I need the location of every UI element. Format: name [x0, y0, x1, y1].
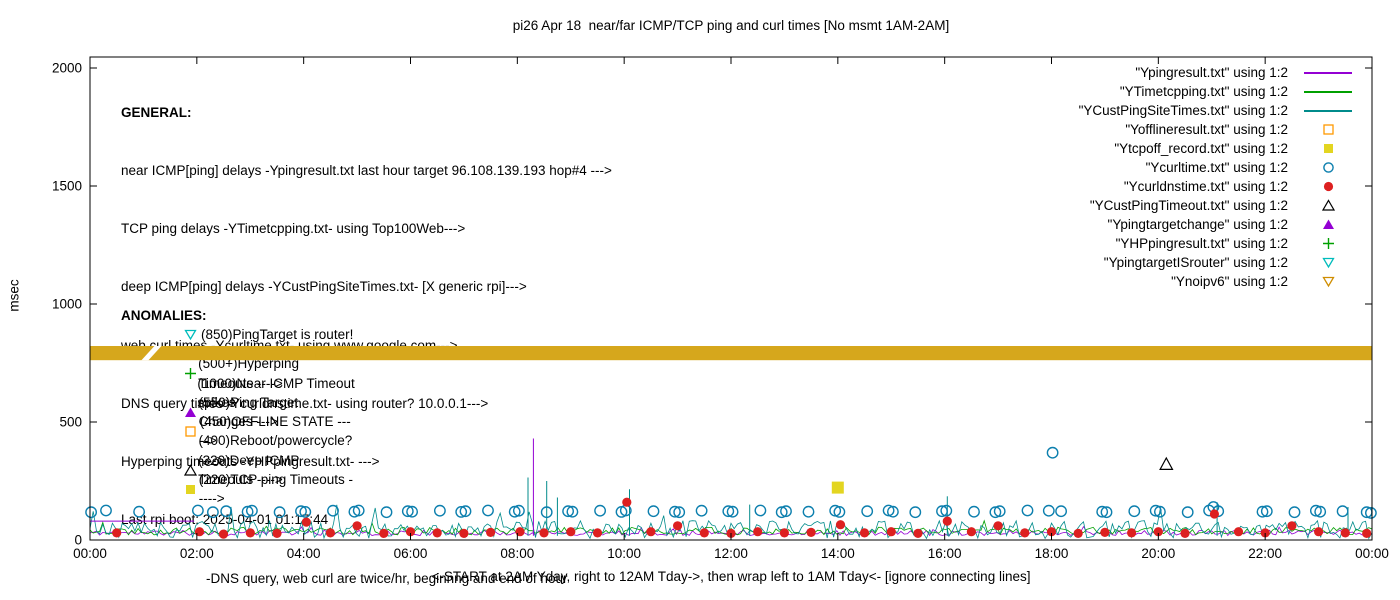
square-filled-icon: [1298, 142, 1358, 155]
legend-label: "Ypingtargetchange" using 1:2: [1107, 217, 1288, 232]
triangle-up-open-icon: [1298, 199, 1358, 212]
anomaly-item: (220)TCP ping Timeouts ----->: [184, 472, 355, 506]
triangle-up-filled-icon: [184, 406, 199, 419]
x-tick-label: 18:00: [1035, 546, 1069, 561]
triangle-down-icon: [184, 328, 201, 341]
triangle-down-open-icon: [1298, 256, 1358, 269]
legend-label: "YpingtargetISrouter" using 1:2: [1103, 255, 1288, 270]
triangle-down-open-icon: [1298, 275, 1358, 288]
square-filled-icon: [184, 483, 199, 496]
square-open-icon: [1298, 123, 1358, 136]
x-tick-label: 14:00: [821, 546, 855, 561]
points-YCustPingTimeout.txt: [1159, 456, 1174, 470]
line-sample-icon: [1298, 71, 1358, 74]
legend-entry: "Ycurldnstime.txt" using 1:2: [1079, 177, 1358, 196]
legend-label: "Yofflineresult.txt" using 1:2: [1125, 122, 1288, 137]
chart-title: pi26 Apr 18 near/far ICMP/TCP ping and c…: [512, 18, 950, 33]
general-line: -DNS query, web curl are twice/hr, begin…: [206, 570, 568, 586]
y-tick-label: 2000: [52, 61, 82, 76]
general-line: near ICMP[ping] delays -Ypingresult.txt …: [121, 163, 612, 179]
general-line: TCP ping delays -YTimetcpping.txt- using…: [121, 221, 466, 237]
x-tick-label: 22:00: [1248, 546, 1282, 561]
legend-label: "Ycurldnstime.txt" using 1:2: [1123, 179, 1288, 194]
legend-label: "YHPpingresult.txt" using 1:2: [1115, 236, 1288, 251]
legend-label: "YCustPingSiteTimes.txt" using 1:2: [1078, 103, 1288, 118]
legend: "Ypingresult.txt" using 1:2 "YTimetcppin…: [1079, 63, 1358, 291]
legend-entry: "YTimetcpping.txt" using 1:2: [1079, 82, 1358, 101]
circle-open-icon: [1298, 161, 1358, 174]
y-tick-label: 1500: [52, 179, 82, 194]
legend-entry: "Ycurltime.txt" using 1:2: [1079, 158, 1358, 177]
triangle-up-open-icon: [184, 463, 198, 477]
legend-label: "YCustPingTimeout.txt" using 1:2: [1089, 198, 1288, 213]
y-tick-label: 500: [59, 415, 82, 430]
legend-label: "Ycurltime.txt" using 1:2: [1145, 160, 1288, 175]
y-tick-label: 0: [74, 533, 82, 548]
plus-icon: [1298, 237, 1358, 250]
line-sample-icon: [1298, 109, 1358, 112]
legend-entry: "YHPpingresult.txt" using 1:2: [1079, 234, 1358, 253]
legend-label: "Ytcpoff_record.txt" using 1:2: [1114, 141, 1288, 156]
y-axis-label: msec: [6, 279, 22, 312]
x-tick-label: 20:00: [1141, 546, 1175, 561]
x-tick-label: 16:00: [928, 546, 962, 561]
circle-filled-icon: [1298, 180, 1358, 193]
legend-entry: "Ypingtargetchange" using 1:2: [1079, 215, 1358, 234]
x-tick-label: 00:00: [1355, 546, 1389, 561]
x-axis-label: <-START at 2AM Yday, right to 12AM Tday-…: [431, 569, 1031, 584]
general-line: Last rpi boot: 2025-04-01 01:17:44: [121, 512, 329, 528]
legend-entry: "Ypingresult.txt" using 1:2: [1079, 63, 1358, 82]
x-tick-label: 12:00: [714, 546, 748, 561]
square-open-icon: [184, 425, 200, 438]
line-sample-icon: [1298, 90, 1358, 93]
anomaly-label: (850)PingTarget is router!: [201, 327, 354, 343]
triangle-up-filled-icon: [1298, 218, 1358, 231]
anomaly-item: (850)PingTarget is router!: [184, 325, 355, 344]
legend-label: "Ypingresult.txt" using 1:2: [1135, 65, 1288, 80]
plus-icon: [184, 367, 198, 380]
anomalies-heading: ANOMALIES:: [121, 308, 207, 323]
legend-label: "YTimetcpping.txt" using 1:2: [1119, 84, 1288, 99]
y-tick-label: 1000: [52, 297, 82, 312]
legend-entry: "Ynoipv6" using 1:2: [1079, 272, 1358, 291]
anomalies-annotation-block: ANOMALIES: (850)PingTarget is router! (7…: [121, 306, 355, 506]
general-heading: GENERAL:: [121, 104, 192, 120]
anomaly-label: (220)TCP ping Timeouts ----->: [198, 472, 354, 507]
points-Ytcpoff_record.txt: [831, 481, 844, 494]
x-tick-label: 00:00: [73, 546, 107, 561]
legend-entry: "YpingtargetISrouter" using 1:2: [1079, 253, 1358, 272]
legend-entry: "Ytcpoff_record.txt" using 1:2: [1079, 139, 1358, 158]
legend-entry: "YCustPingTimeout.txt" using 1:2: [1079, 196, 1358, 215]
legend-entry: "Yofflineresult.txt" using 1:2: [1079, 120, 1358, 139]
legend-label: "Ynoipv6" using 1:2: [1171, 274, 1288, 289]
legend-entry: "YCustPingSiteTimes.txt" using 1:2: [1079, 101, 1358, 120]
general-line: deep ICMP[ping] delays -YCustPingSiteTim…: [121, 279, 527, 295]
